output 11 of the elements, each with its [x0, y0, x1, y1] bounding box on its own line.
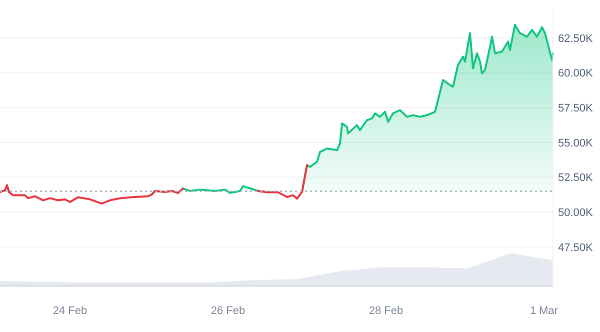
x-tick-label: 1 Mar: [530, 305, 558, 317]
y-tick-label: 62.50K: [558, 32, 594, 45]
y-tick-label: 47.50K: [558, 242, 594, 254]
y-tick-label: 60.00K: [558, 68, 594, 80]
y-tick-label: 55.00K: [558, 137, 594, 150]
y-tick-label: 57.50K: [558, 102, 594, 114]
y-tick-label: 50.00K: [558, 206, 594, 219]
x-tick-label: 26 Feb: [210, 305, 246, 317]
x-tick-label: 28 Feb: [368, 305, 404, 317]
y-tick-label: 52.50K: [558, 172, 594, 184]
x-tick-label: 24 Feb: [52, 305, 88, 317]
